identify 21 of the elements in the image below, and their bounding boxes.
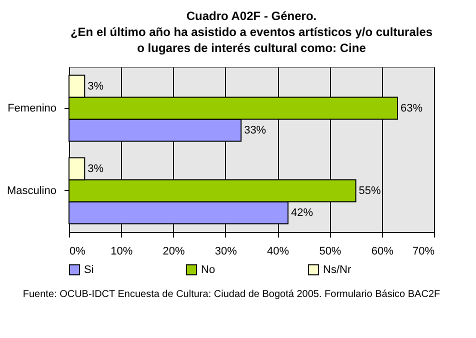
x-tick-label: 50% [319, 246, 342, 258]
y-tick-label: Femenino [8, 102, 56, 114]
data-label: 55% [358, 184, 382, 197]
x-tick-label: 0% [70, 246, 86, 258]
x-tick-label: 30% [214, 246, 238, 258]
data-label: 33% [244, 124, 266, 136]
source-note: Fuente: OCUB-IDCT Encuesta de Cultura: Ciudad de Bogotá 2005. Formulario Básico BAC2F [22, 289, 440, 300]
chart-title: Cuadro A02F - Género. ¿En el último año ha asistido a eventos artísticos y/o culturales o lugares de interés cultural como: Cine [70, 9, 433, 55]
x-tick-label: 70% [412, 246, 435, 258]
legend-label: Si [84, 264, 94, 276]
x-tick-label: 40% [267, 246, 290, 258]
legend-label: No [201, 264, 216, 276]
x-tick-label: 10% [110, 246, 133, 258]
x-tick-label: 60% [371, 246, 394, 258]
y-tick-label: Masculino [6, 184, 56, 197]
x-tick-label: 20% [162, 246, 186, 258]
data-label: 3% [88, 80, 104, 92]
data-label: 3% [88, 162, 104, 175]
data-label: 63% [400, 102, 423, 114]
legend-label: Ns/Nr [323, 264, 352, 276]
data-label: 42% [291, 206, 314, 219]
